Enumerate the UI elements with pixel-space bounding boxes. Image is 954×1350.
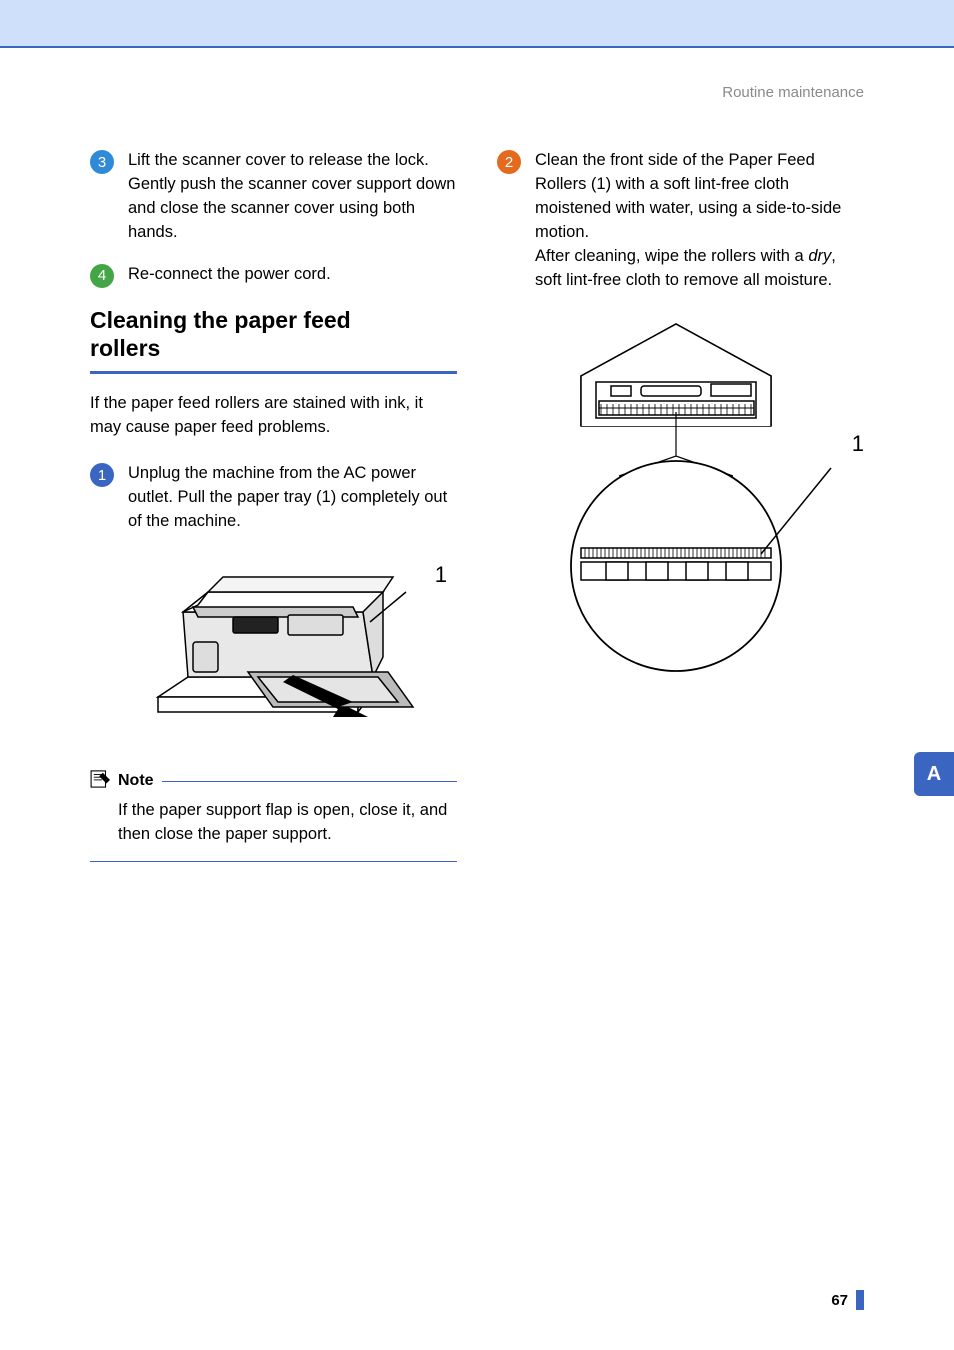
left-column: 3 Lift the scanner cover to release the … <box>90 149 457 862</box>
section-header: Routine maintenance <box>90 84 864 101</box>
section-title: Cleaning the paper feed rollers <box>90 306 457 364</box>
step-1-text: Unplug the machine from the AC power out… <box>128 462 457 534</box>
figure-label-1-left: 1 <box>435 562 447 588</box>
step-badge-1: 1 <box>90 463 114 487</box>
lead-text: If the paper feed rollers are stained wi… <box>90 392 457 440</box>
figure-rollers: 1 <box>507 311 864 681</box>
note-icon <box>90 770 112 793</box>
step-badge-2: 2 <box>497 150 521 174</box>
step-3-text: Lift the scanner cover to release the lo… <box>128 149 457 245</box>
page-number: 67 <box>831 1292 848 1309</box>
step-badge-4: 4 <box>90 264 114 288</box>
page-number-bar <box>856 1290 864 1310</box>
page-number-wrap: 67 <box>831 1290 864 1310</box>
section-title-line1: Cleaning the paper feed <box>90 307 351 333</box>
right-column: 2 Clean the front side of the Paper Feed… <box>497 149 864 862</box>
note-title: Note <box>118 772 154 790</box>
appendix-tab-label: A <box>927 763 941 786</box>
section-title-rule <box>90 371 457 374</box>
step-1: 1 Unplug the machine from the AC power o… <box>90 462 457 534</box>
figure-printer-tray: 1 <box>118 552 457 742</box>
printer-tray-illustration <box>138 557 438 737</box>
note-head: Note <box>90 770 457 793</box>
note-head-line <box>162 781 457 782</box>
step-2-text-b2: dry <box>808 247 831 265</box>
note-block: Note If the paper support flap is open, … <box>90 770 457 862</box>
appendix-tab: A <box>914 752 954 796</box>
step-2-text-b1: After cleaning, wipe the rollers with a <box>535 247 808 265</box>
section-title-line2: rollers <box>90 335 160 361</box>
page-content: Routine maintenance 3 Lift the scanner c… <box>0 48 954 1350</box>
step-3: 3 Lift the scanner cover to release the … <box>90 149 457 245</box>
columns: 3 Lift the scanner cover to release the … <box>90 149 864 862</box>
step-4-text: Re-connect the power cord. <box>128 263 331 287</box>
roller-illustration <box>511 316 861 676</box>
note-text: If the paper support flap is open, close… <box>118 799 457 847</box>
step-badge-3: 3 <box>90 150 114 174</box>
step-2-text-a: Clean the front side of the Paper Feed R… <box>535 151 841 241</box>
step-4: 4 Re-connect the power cord. <box>90 263 457 288</box>
note-title-wrap: Note <box>90 770 154 793</box>
step-2-text: Clean the front side of the Paper Feed R… <box>535 149 864 293</box>
step-2: 2 Clean the front side of the Paper Feed… <box>497 149 864 293</box>
top-band <box>0 0 954 46</box>
figure-label-1-right: 1 <box>852 431 864 457</box>
